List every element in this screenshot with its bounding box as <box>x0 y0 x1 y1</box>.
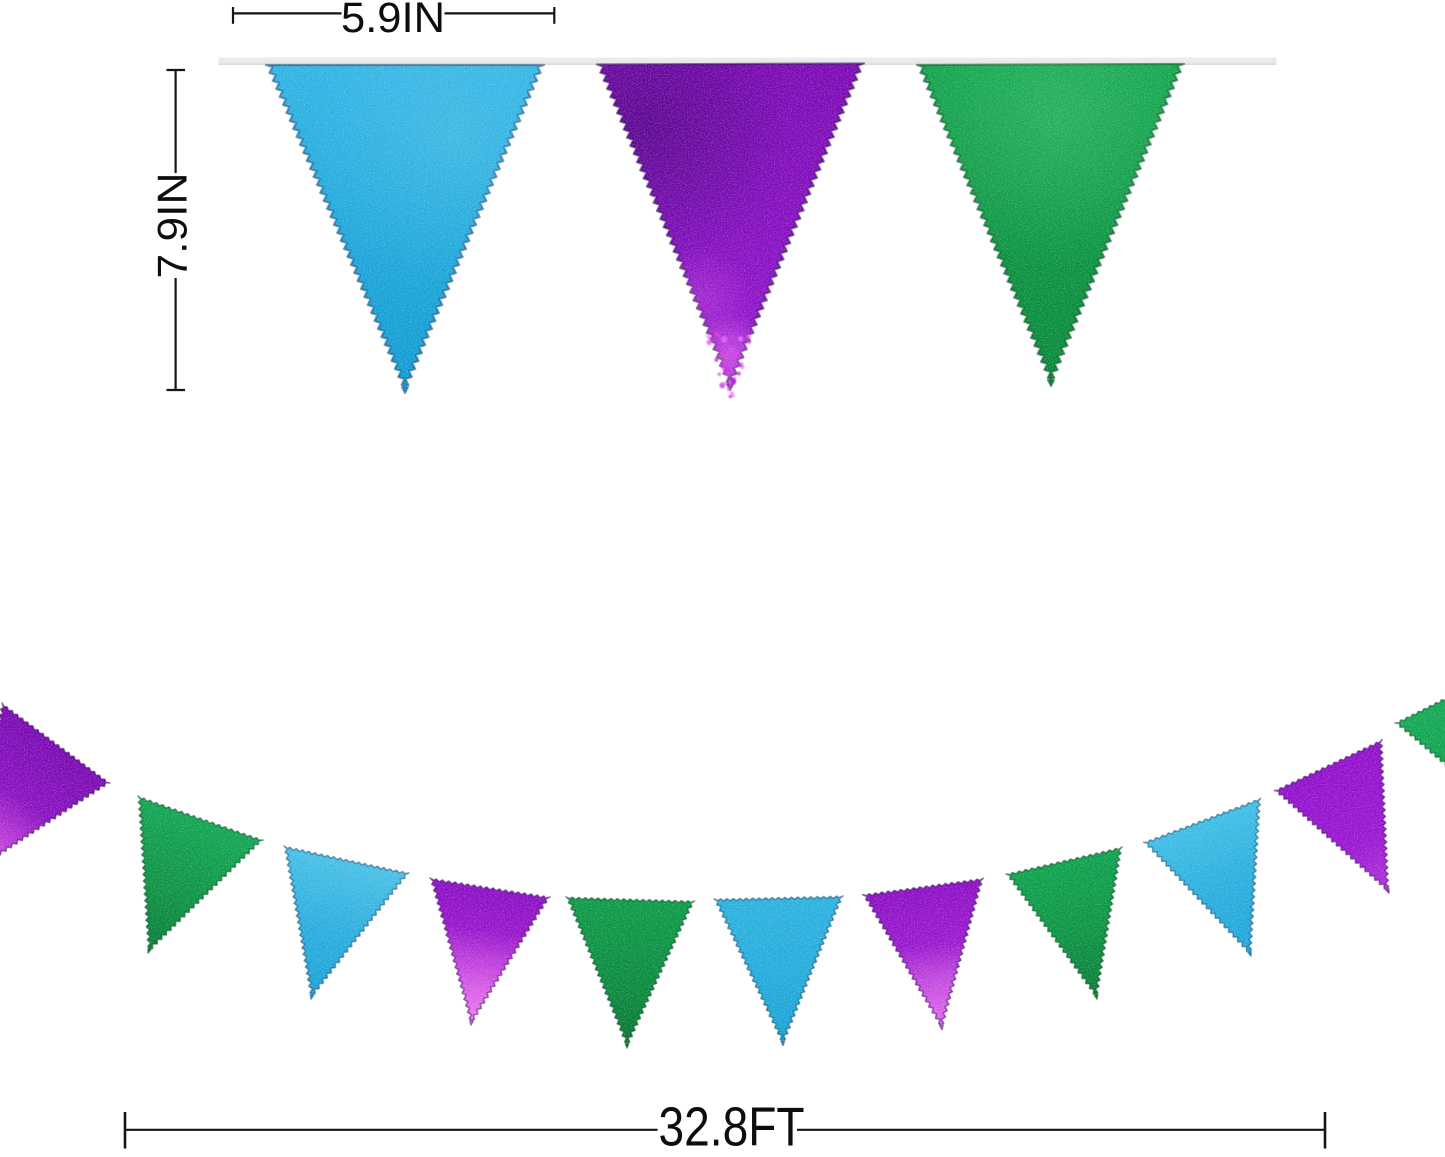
svg-text:32.8FT: 32.8FT <box>659 1097 805 1152</box>
svg-text:7.9IN: 7.9IN <box>149 173 196 279</box>
svg-text:5.9IN: 5.9IN <box>341 0 445 42</box>
